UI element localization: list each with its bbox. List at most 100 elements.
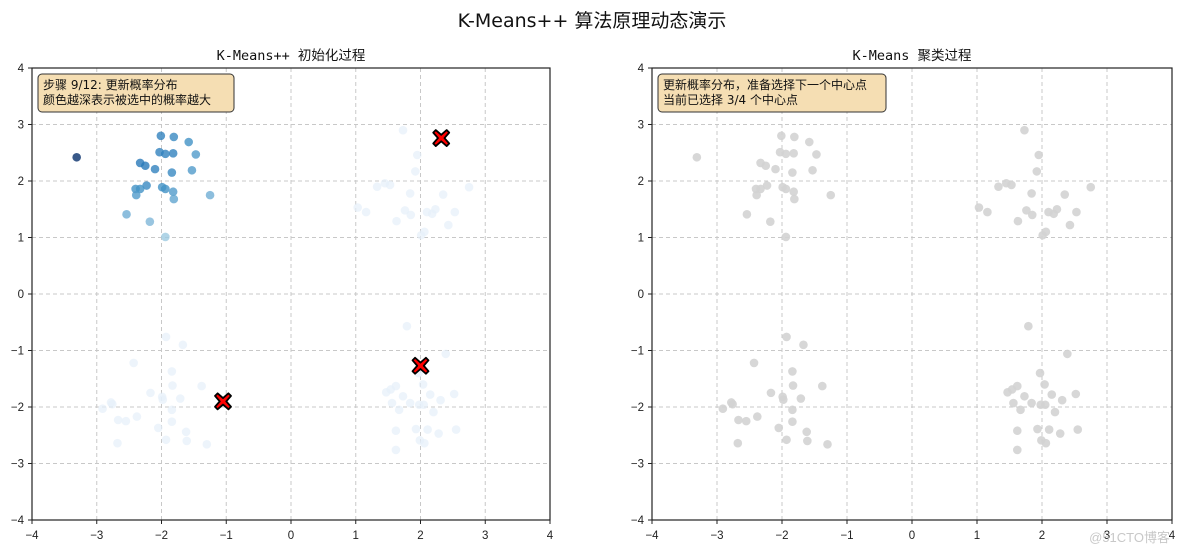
data-point	[161, 232, 170, 242]
y-tick-label: −4	[631, 515, 645, 527]
x-tick-label: −4	[645, 530, 659, 542]
data-point	[1013, 426, 1022, 436]
data-point	[788, 405, 797, 415]
data-point	[781, 184, 791, 194]
data-point	[411, 167, 420, 176]
data-point	[1003, 388, 1012, 397]
data-point	[1041, 438, 1051, 448]
data-point	[113, 438, 122, 448]
data-point	[1013, 216, 1023, 226]
data-point	[187, 165, 197, 175]
x-tick-label: −3	[710, 530, 723, 542]
data-point	[420, 438, 429, 448]
data-point	[1052, 204, 1062, 214]
data-point	[788, 417, 797, 426]
data-point	[141, 161, 150, 171]
x-tick-label: 3	[482, 530, 488, 542]
data-point	[756, 184, 765, 194]
data-point	[405, 398, 415, 408]
data-point	[202, 439, 212, 449]
data-point	[752, 190, 761, 200]
x-tick-label: 4	[547, 530, 554, 542]
data-point	[1013, 445, 1022, 455]
data-point	[438, 190, 448, 199]
data-point	[161, 435, 171, 445]
centroid-x-icon	[411, 356, 430, 375]
data-point	[777, 131, 786, 141]
data-point	[789, 187, 798, 197]
data-point	[451, 425, 461, 434]
y-tick-label: 0	[638, 289, 644, 301]
data-point	[781, 232, 791, 242]
x-tick-label: 2	[417, 530, 423, 542]
data-point	[402, 321, 412, 331]
annotation-line: 更新概率分布，准备选择下一个中心点	[663, 77, 867, 92]
subplot-title: K-Means 聚类过程	[852, 48, 971, 64]
data-point	[146, 388, 155, 398]
data-point	[766, 217, 775, 226]
y-tick-label: 2	[18, 176, 24, 188]
data-point	[392, 216, 401, 226]
y-tick-label: 1	[638, 233, 644, 245]
data-point	[161, 332, 171, 342]
data-point	[799, 340, 808, 350]
data-point	[132, 412, 142, 421]
data-point	[184, 137, 193, 147]
data-point	[168, 149, 178, 158]
data-point	[692, 152, 702, 162]
y-tick-label: −1	[11, 346, 24, 358]
data-point	[728, 399, 737, 409]
data-point	[135, 184, 145, 194]
data-point	[1071, 389, 1081, 399]
data-point	[372, 182, 382, 191]
data-point	[391, 445, 401, 455]
data-point	[412, 150, 422, 160]
x-tick-label: −2	[775, 530, 788, 542]
y-tick-label: −2	[11, 402, 24, 414]
data-point	[158, 395, 168, 404]
data-point	[782, 435, 791, 445]
data-point	[121, 416, 131, 426]
right-subplot-clustering: −4 −3 −2 −1 0 1 2 3 4 4 3 2 1 0 −1 −2 −3 −4 K-Means 聚类过程更新…	[631, 48, 1176, 542]
data-point	[789, 149, 798, 158]
data-point	[178, 340, 188, 350]
x-tick-label: 1	[353, 530, 359, 542]
data-point	[749, 358, 759, 368]
data-point	[823, 439, 832, 449]
data-point	[113, 415, 123, 425]
data-point	[145, 217, 155, 226]
data-point	[1073, 425, 1083, 434]
annotation-line: 颜色越深表示被选中的概率越大	[43, 92, 211, 107]
data-point	[1060, 190, 1070, 199]
x-tick-label: −1	[840, 530, 853, 542]
subplot-title: K-Means++ 初始化过程	[217, 47, 366, 64]
grid-lines	[32, 68, 550, 520]
x-tick-label: 4	[1169, 530, 1176, 542]
data-point	[197, 381, 206, 391]
data-point	[168, 187, 178, 197]
data-point	[98, 404, 107, 413]
data-point	[420, 227, 429, 237]
data-point	[436, 395, 445, 405]
data-point	[734, 415, 743, 425]
y-tick-label: 3	[18, 120, 24, 132]
data-point	[1020, 125, 1029, 135]
data-point	[1040, 400, 1050, 410]
data-point	[167, 168, 177, 177]
data-point	[1027, 210, 1037, 220]
data-point	[464, 182, 474, 192]
data-point	[181, 427, 191, 437]
data-point	[107, 399, 117, 409]
data-point	[1086, 182, 1096, 192]
data-point	[1016, 405, 1025, 415]
data-point	[72, 152, 81, 162]
grid-lines	[652, 68, 1172, 520]
data-point	[994, 182, 1003, 191]
data-point	[434, 429, 443, 438]
data-point	[169, 132, 179, 142]
left-subplot-init: −4 −3 −2 −1 0 1 2 3 4 4 3 2 1 0 −1 −2 −3 −4 K-Means++ 初始化过…	[11, 47, 554, 542]
data-point	[353, 203, 362, 212]
scatter-points	[692, 125, 1096, 455]
data-point	[790, 194, 799, 204]
data-point	[441, 349, 451, 359]
